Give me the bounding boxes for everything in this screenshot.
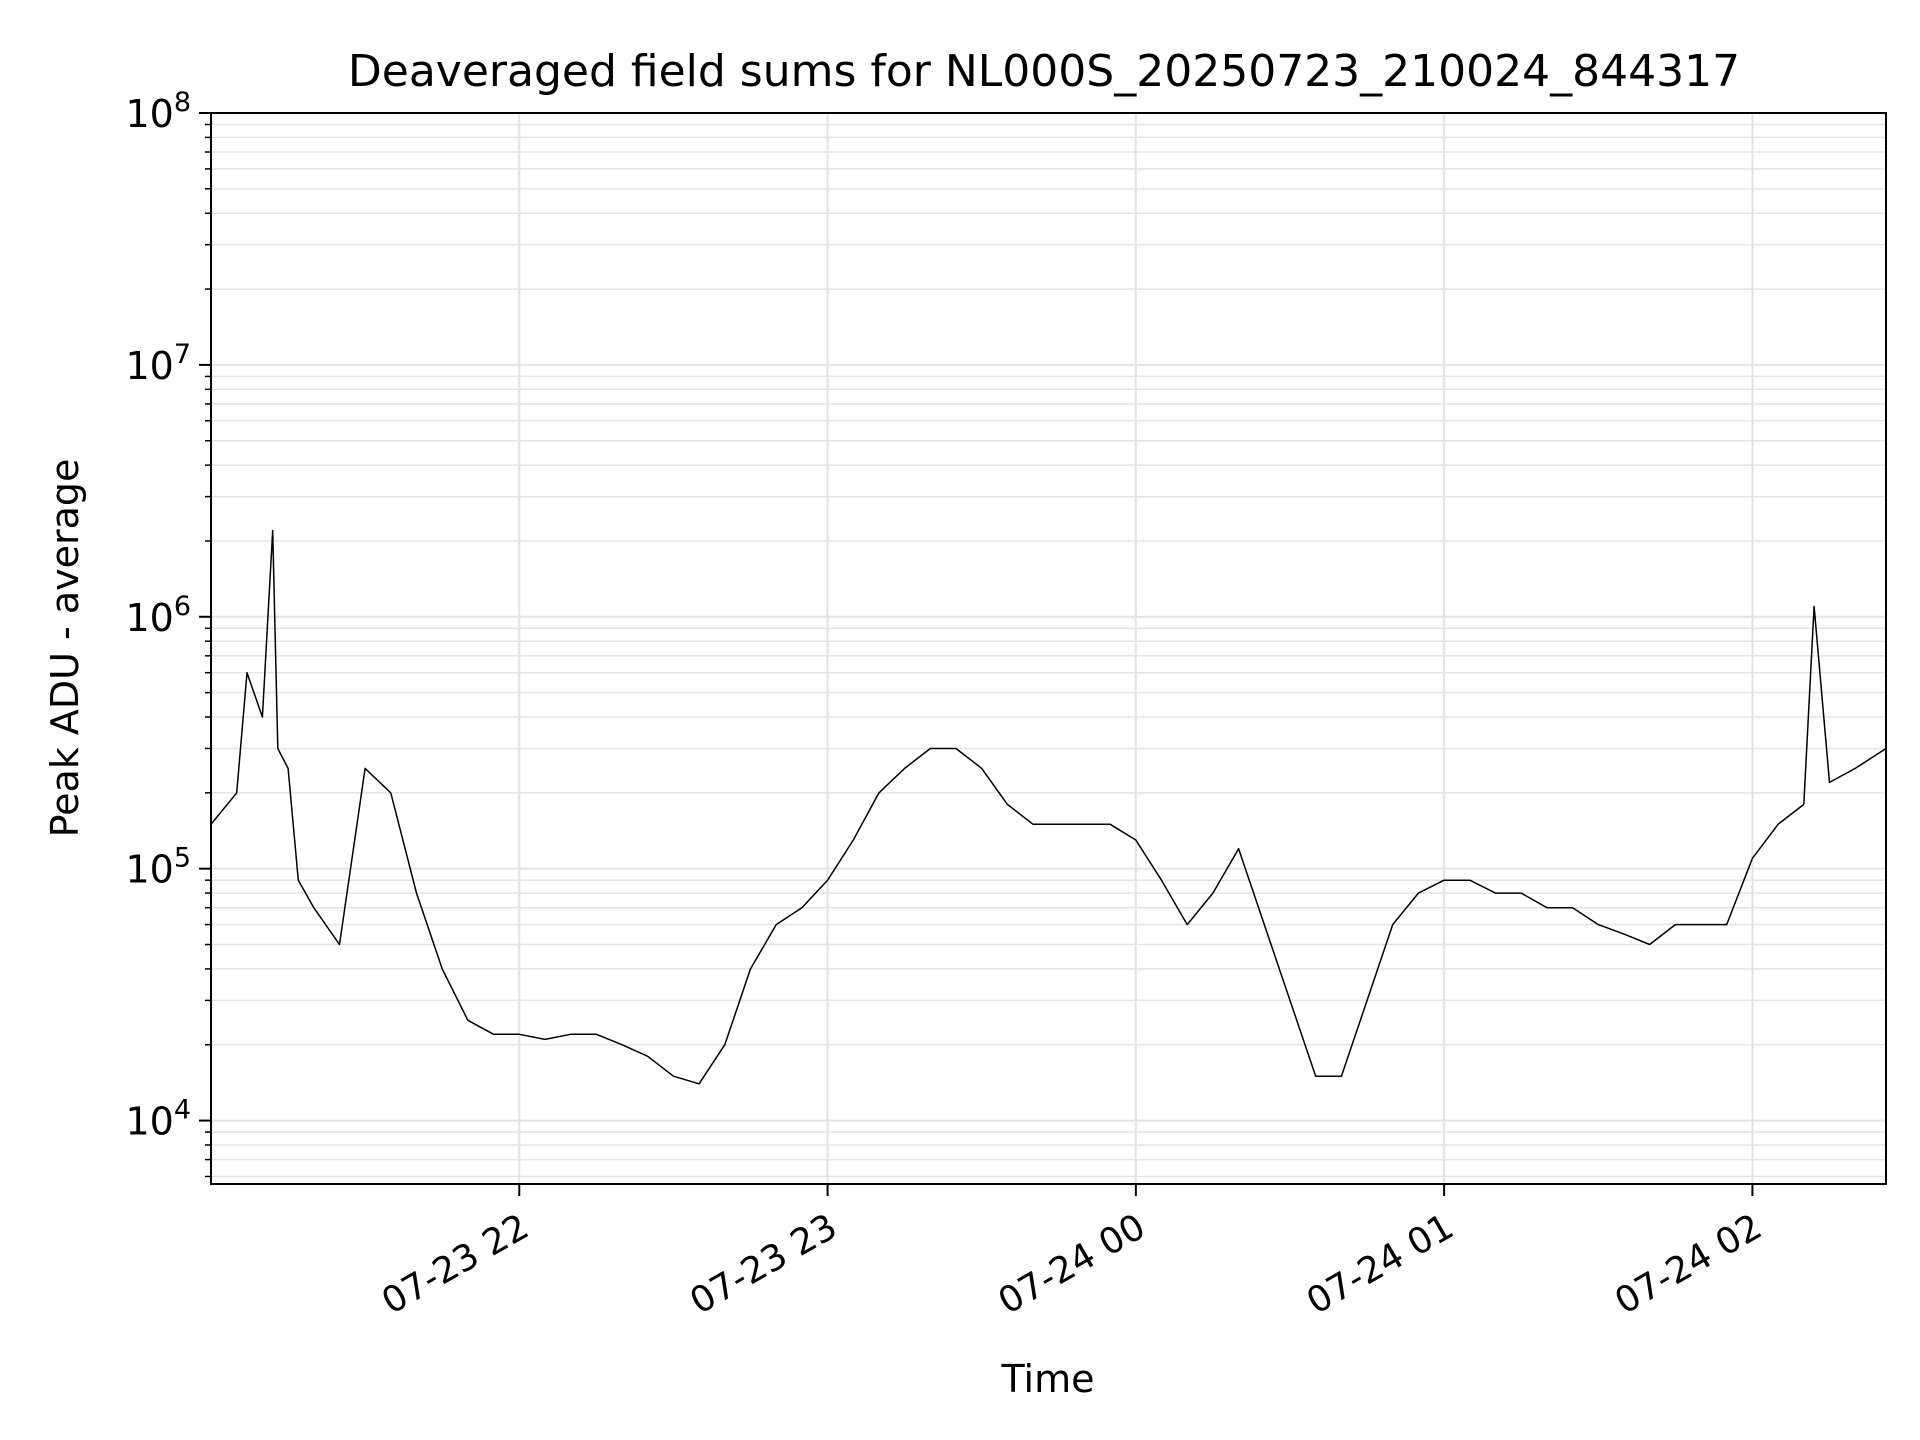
x-axis-label: Time bbox=[1001, 1357, 1095, 1401]
plot-area bbox=[210, 529, 1887, 1085]
chart-title: Deaveraged field sums for NL000S_2025072… bbox=[348, 46, 1740, 97]
series-line bbox=[210, 529, 1887, 1085]
plot-frame bbox=[210, 112, 1887, 1185]
grid-lines bbox=[211, 113, 1886, 1184]
y-axis-label: Peak ADU - average bbox=[43, 459, 87, 838]
